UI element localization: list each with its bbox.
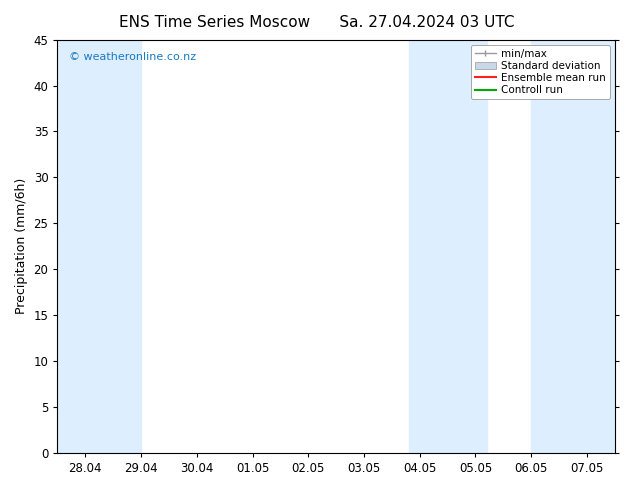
Bar bbox=[531, 40, 615, 453]
Bar bbox=[58, 40, 141, 453]
Bar bbox=[408, 40, 487, 453]
Legend: min/max, Standard deviation, Ensemble mean run, Controll run: min/max, Standard deviation, Ensemble me… bbox=[470, 45, 610, 99]
Y-axis label: Precipitation (mm/6h): Precipitation (mm/6h) bbox=[15, 178, 28, 315]
Text: ENS Time Series Moscow      Sa. 27.04.2024 03 UTC: ENS Time Series Moscow Sa. 27.04.2024 03… bbox=[119, 15, 515, 30]
Text: © weatheronline.co.nz: © weatheronline.co.nz bbox=[68, 52, 196, 62]
